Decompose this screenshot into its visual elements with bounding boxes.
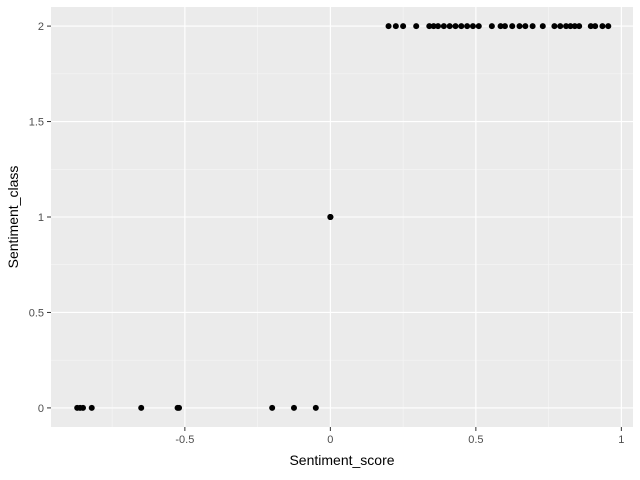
data-point (446, 23, 453, 30)
data-point (426, 23, 433, 30)
data-point (605, 23, 612, 30)
y-tick-label: 1.5 (29, 117, 44, 129)
data-point (592, 23, 599, 30)
data-point (509, 23, 516, 30)
data-point (80, 404, 87, 411)
y-tick-label: 2 (38, 21, 44, 33)
data-point (440, 23, 447, 30)
data-point (599, 23, 606, 30)
x-tick-label: 0 (327, 434, 333, 446)
data-point (522, 23, 529, 30)
data-point (458, 23, 465, 30)
y-axis: 0 0.5 1 1.5 2 (29, 21, 51, 415)
data-point (312, 404, 319, 411)
data-point (400, 23, 407, 30)
data-point (327, 214, 334, 220)
data-point (571, 23, 578, 30)
data-point (567, 23, 574, 30)
y-tick-label: 1 (38, 212, 44, 224)
data-point (587, 23, 594, 30)
y-tick-label: 0.5 (29, 307, 44, 319)
data-point (88, 404, 95, 411)
data-point (563, 23, 570, 30)
data-point (469, 23, 476, 30)
data-point (413, 23, 420, 30)
data-point (516, 23, 523, 30)
data-point (430, 23, 437, 30)
data-point (392, 23, 399, 30)
data-point (551, 23, 558, 30)
x-axis: -0.5 0 0.5 1 (175, 427, 624, 446)
y-axis-title: Sentiment_class (5, 166, 21, 269)
data-point (488, 23, 495, 30)
data-point (290, 404, 297, 411)
data-points (74, 23, 612, 411)
data-point (576, 23, 583, 30)
data-point (475, 23, 482, 30)
data-point (501, 23, 508, 30)
data-point (539, 23, 546, 30)
data-point (138, 404, 145, 411)
x-tick-label: -0.5 (175, 434, 194, 446)
data-point (385, 23, 392, 30)
x-tick-label: 0.5 (468, 434, 483, 446)
data-point (464, 23, 471, 30)
x-tick-label: 1 (618, 434, 624, 446)
data-point (497, 23, 504, 30)
data-point (529, 23, 536, 30)
data-point (452, 23, 459, 30)
data-point (435, 23, 442, 30)
data-point (176, 404, 183, 411)
data-point (269, 404, 276, 411)
x-axis-title: Sentiment_score (289, 452, 394, 468)
data-point (557, 23, 564, 30)
y-tick-label: 0 (38, 403, 44, 415)
